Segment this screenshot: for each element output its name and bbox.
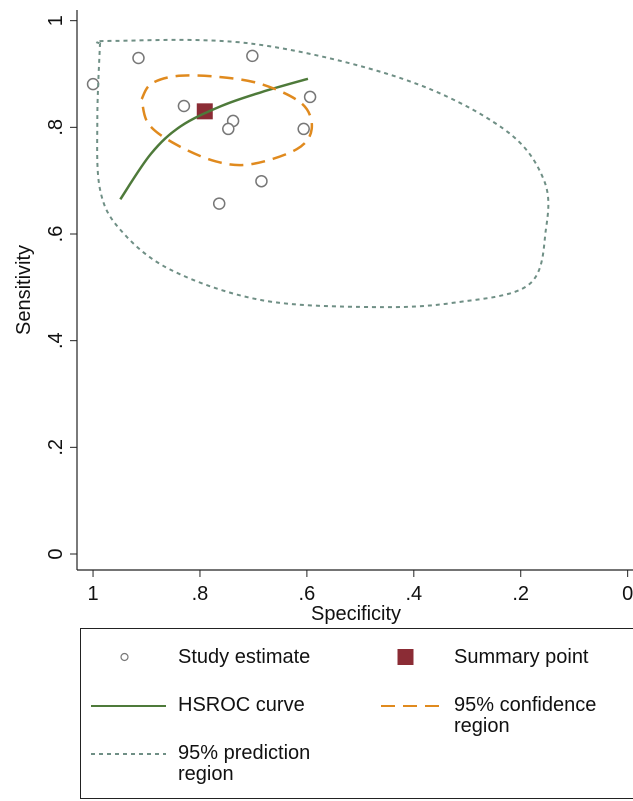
legend-item: 95% prediction region [91,743,338,785]
curve [119,77,309,201]
y-tick-label: 1 [45,15,67,26]
legend-item: HSROC curve [91,695,338,717]
y-axis-title: Sensitivity [13,245,35,335]
x-axis-title: Specificity [311,603,401,625]
study-point [222,122,235,136]
legend-item: Summary point [381,647,619,669]
legend-label: 95% prediction region [178,742,311,785]
study-point [212,197,226,210]
x-tick-label: .6 [299,583,316,605]
legend: Study estimate Summary point HSROC curve 95… [80,628,633,799]
legend-marker [397,649,414,665]
x-tick-label: 1 [87,583,98,605]
legend-symbol [397,649,414,665]
x-tick-label: .2 [512,583,529,605]
y-tick-label: .6 [45,226,67,243]
y-tick-label: .8 [45,119,67,136]
x-tick-label: .4 [405,583,422,605]
legend-symbol [120,652,129,662]
study-point [255,174,268,188]
study-point [177,99,191,113]
study-point [303,90,317,104]
x-tick-label: 0 [622,583,633,605]
legend-item: 95% confidence region [381,695,619,737]
legend-label: HSROC curve [178,694,305,716]
legend-label: 95% confidence region [454,694,597,737]
curve [140,74,314,167]
x-tick-label: .8 [192,583,209,605]
legend-marker [120,652,129,662]
y-tick-label: .2 [45,439,67,456]
study-point [86,77,100,91]
study-point [246,49,259,63]
chart: Specificity Sensitivity 1 .8 .6 .4 .2 0 0 .2 .4.… [13,10,633,625]
legend-symbol [91,753,166,755]
curve [95,38,550,309]
legend-symbol [381,705,442,707]
legend-label: Summary point [454,646,589,668]
y-tick-label: 0 [45,548,67,559]
legend-item: Study estimate [91,647,338,669]
legend-label: Study estimate [178,646,311,668]
legend-symbol [91,705,166,707]
study-point [132,51,145,65]
study-point [297,122,310,136]
y-tick-label: .4 [45,332,67,349]
